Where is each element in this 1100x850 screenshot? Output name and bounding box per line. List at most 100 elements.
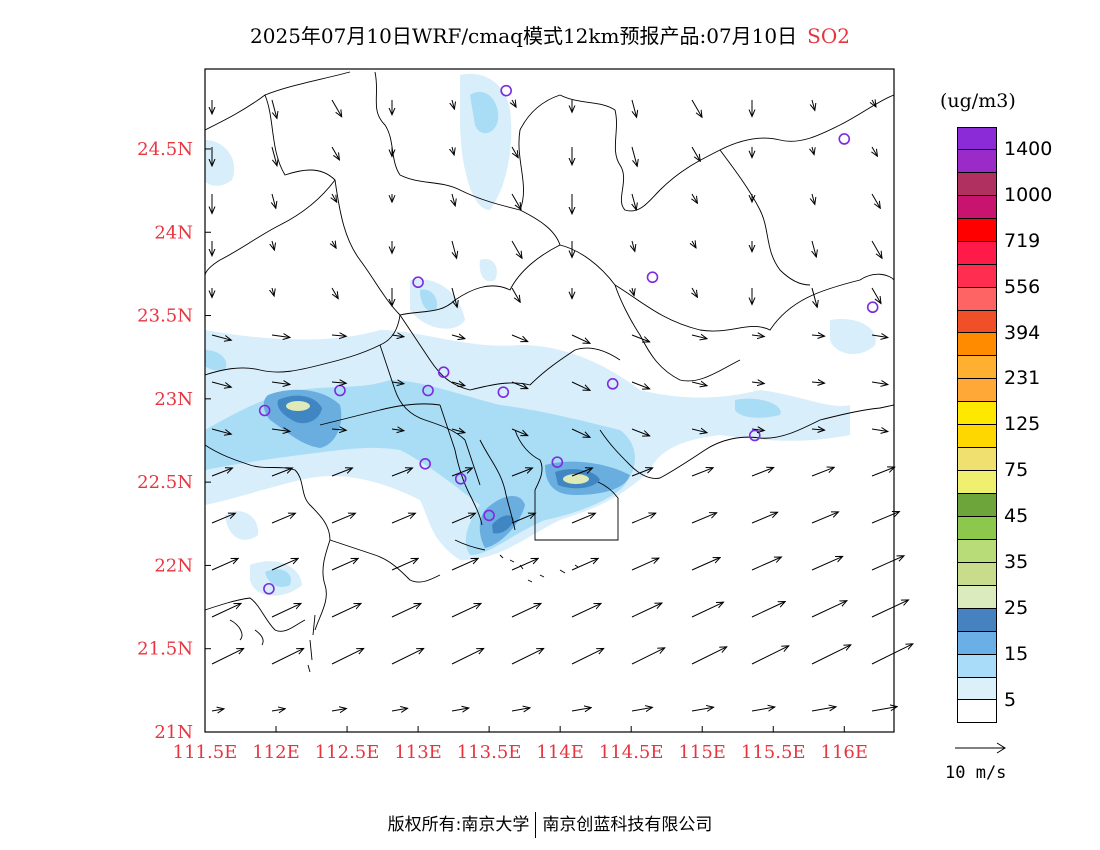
wind-vector-arrow bbox=[691, 429, 707, 433]
wind-vector-arrow bbox=[332, 193, 337, 202]
wind-vector-arrow bbox=[511, 428, 528, 436]
wind-vector-arrow bbox=[511, 513, 535, 524]
colorbar-label: 75 bbox=[1004, 459, 1029, 482]
wind-vector-arrow bbox=[631, 513, 656, 524]
colorbar-label: 45 bbox=[1004, 505, 1029, 528]
wind-vector-arrow bbox=[811, 556, 843, 571]
wind-vector-arrow bbox=[271, 603, 301, 618]
wind-vector-arrow bbox=[812, 240, 816, 257]
wind-vector-arrow bbox=[331, 468, 353, 477]
wind-vector-arrow bbox=[871, 467, 895, 477]
wind-vector-arrow bbox=[331, 287, 338, 299]
wind-vector-arrow bbox=[871, 382, 888, 385]
wind-vector-arrow bbox=[391, 708, 408, 711]
lon-tick-label: 114E bbox=[536, 742, 584, 763]
wind-vector-arrow bbox=[272, 287, 274, 296]
lon-tick-label: 112E bbox=[252, 742, 300, 763]
wind-vector-arrow bbox=[211, 558, 238, 571]
wind-vector-arrow bbox=[211, 648, 244, 665]
wind-vector-arrow bbox=[331, 99, 342, 117]
station-marker-icon bbox=[606, 378, 619, 390]
colorbar-swatch bbox=[957, 471, 997, 494]
plume-layer bbox=[205, 73, 876, 596]
colorbar-label: 394 bbox=[1004, 321, 1041, 344]
wind-vector-arrow bbox=[571, 381, 590, 390]
wind-vector-arrow bbox=[691, 99, 702, 117]
wind-vector-arrow bbox=[871, 335, 888, 338]
colorbar-swatch bbox=[957, 425, 997, 449]
lon-axis: 111.5E 112E 112.5E 113E 113.5E 114E 114.5E 115E… bbox=[173, 726, 868, 763]
wind-vector-arrow bbox=[811, 645, 851, 665]
wind-vector-arrow bbox=[391, 558, 418, 571]
wind-vector-arrow bbox=[751, 468, 774, 477]
wind-vector-arrow bbox=[271, 99, 277, 118]
lon-tick-label: 111.5E bbox=[173, 742, 238, 763]
wind-vector-arrow bbox=[451, 513, 475, 524]
lat-tick-label: 24N bbox=[154, 222, 193, 243]
colorbar-label: 719 bbox=[1004, 229, 1041, 252]
wind-vector-arrow bbox=[691, 647, 727, 665]
wind-vector-arrow bbox=[571, 334, 590, 343]
colorbar-swatch bbox=[957, 218, 997, 242]
wind-vector-arrow bbox=[511, 468, 533, 477]
colorbar-swatch bbox=[957, 172, 997, 196]
colorbar-swatch bbox=[957, 310, 997, 334]
wind-vector-arrow bbox=[632, 240, 635, 251]
wind-vector-arrow bbox=[211, 603, 241, 618]
colorbar-label: 125 bbox=[1004, 413, 1041, 436]
station-marker-icon bbox=[422, 384, 434, 397]
colorbar-label: 1000 bbox=[1004, 183, 1053, 206]
wind-vector-arrow bbox=[271, 558, 298, 571]
colorbar-swatch bbox=[957, 402, 997, 426]
wind-vector-arrow bbox=[331, 429, 346, 430]
wind-vector-arrow bbox=[871, 193, 880, 208]
colorbar-swatch bbox=[957, 562, 997, 586]
wind-vector-arrow bbox=[271, 382, 290, 385]
wind-vector-arrow bbox=[692, 287, 697, 297]
wind-vector-arrow bbox=[811, 287, 817, 307]
wind-vector-arrow bbox=[751, 335, 764, 337]
station-marker-icon bbox=[412, 276, 424, 289]
colorbar-swatch bbox=[957, 127, 997, 150]
wind-vector-arrow bbox=[751, 557, 781, 571]
colorbar-swatch bbox=[957, 631, 997, 655]
wind-vector-arrow bbox=[812, 193, 815, 204]
wind-vector-arrow bbox=[211, 709, 224, 711]
wind-vector-arrow bbox=[811, 467, 834, 477]
wind-vector-arrow bbox=[692, 193, 697, 203]
wind-vector-arrow bbox=[511, 648, 544, 665]
wind-vector-arrow bbox=[632, 193, 636, 210]
wind-vector-arrow bbox=[871, 600, 909, 618]
wind-vector-arrow bbox=[812, 146, 814, 155]
wind-vector-arrow bbox=[271, 335, 290, 338]
wind-vector-arrow bbox=[691, 558, 720, 571]
wind-vector-arrow bbox=[512, 100, 516, 107]
wind-vector-arrow bbox=[511, 193, 521, 210]
wind-vector-arrow bbox=[211, 513, 235, 524]
wind-vector-arrow bbox=[631, 334, 650, 342]
wind-vector-arrow bbox=[271, 513, 295, 524]
wind-vector-arrow bbox=[451, 468, 473, 477]
lat-tick-label: 21.5N bbox=[137, 639, 193, 660]
wind-vector-arrow bbox=[571, 603, 601, 618]
wind-vector-arrow bbox=[631, 603, 662, 618]
wind-vector-arrow bbox=[871, 240, 882, 258]
wind-vector-arrow bbox=[331, 382, 346, 383]
wind-vector-arrow bbox=[631, 428, 650, 436]
wind-vector-arrow bbox=[331, 335, 346, 336]
wind-vector-arrow bbox=[871, 644, 913, 665]
lon-tick-label: 116E bbox=[821, 742, 869, 763]
colorbar-swatch bbox=[957, 585, 997, 609]
wind-vector-arrow bbox=[211, 468, 233, 477]
wind-vector-arrow bbox=[511, 708, 530, 711]
wind-vector-arrow bbox=[511, 603, 541, 618]
station-marker-icon bbox=[838, 133, 851, 145]
colorbar-label: 556 bbox=[1004, 275, 1041, 298]
pollutant-name: SO2 bbox=[807, 24, 850, 48]
colorbar-label: 1400 bbox=[1004, 137, 1053, 160]
wind-vector-arrow bbox=[691, 602, 724, 618]
wind-vector-arrow bbox=[452, 240, 457, 258]
wind-vector-arrow bbox=[511, 558, 538, 571]
wind-vector-arrow bbox=[811, 601, 847, 618]
wind-vectors bbox=[212, 100, 913, 711]
